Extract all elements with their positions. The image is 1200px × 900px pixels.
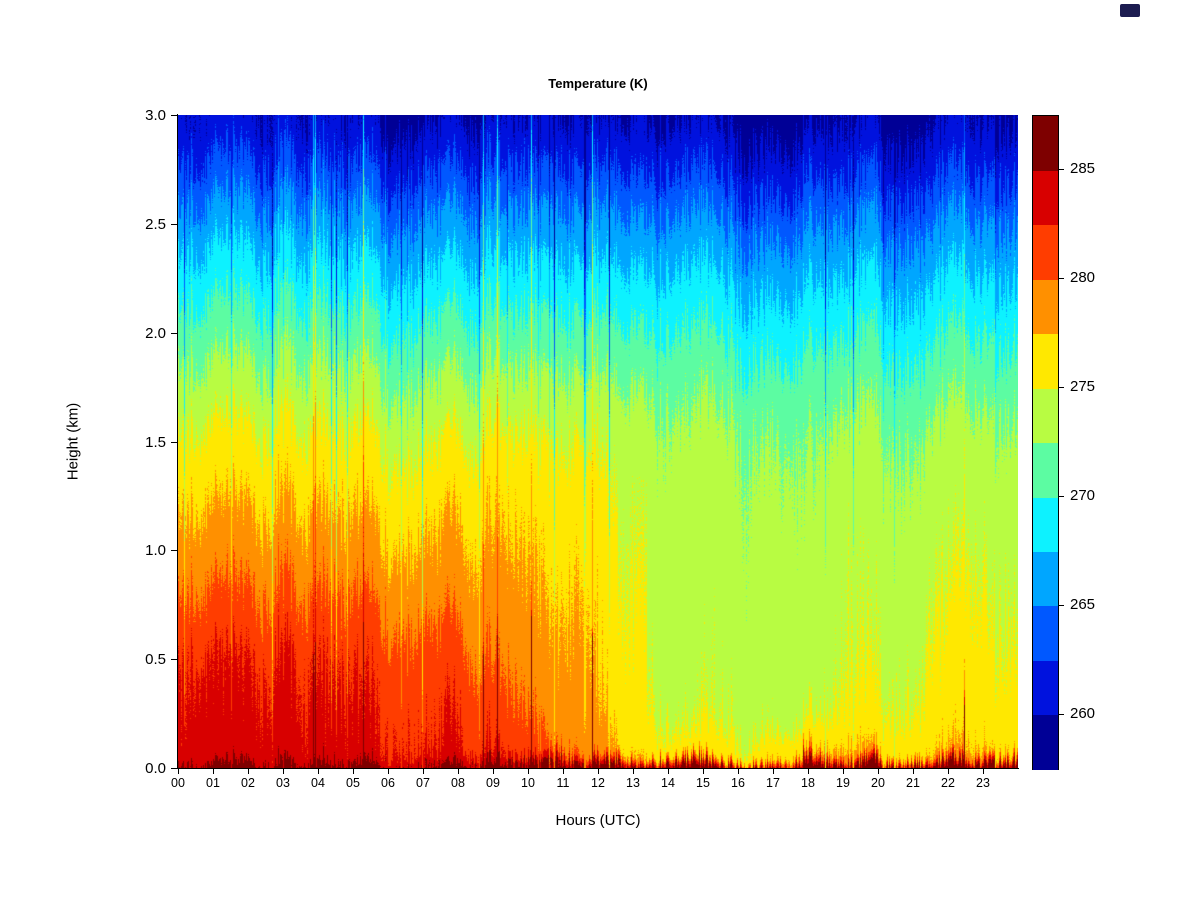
x-tick-mark [563, 769, 564, 774]
y-tick-mark [171, 768, 177, 769]
y-tick-label: 2.5 [145, 215, 166, 233]
colorbar-segment [1033, 605, 1058, 661]
x-tick-mark [878, 769, 879, 774]
y-tick-label: 1.0 [145, 542, 166, 560]
colorbar [1032, 115, 1059, 770]
x-tick-label: 10 [521, 776, 535, 790]
colorbar-segment [1033, 170, 1058, 226]
colorbar-segment [1033, 660, 1058, 716]
colorbar-tick-mark [1059, 604, 1064, 606]
window-control-icon[interactable] [1120, 4, 1140, 17]
x-tick-label: 20 [871, 776, 885, 790]
x-tick-mark [808, 769, 809, 774]
x-tick-mark [318, 769, 319, 774]
heatmap-canvas [178, 115, 1018, 768]
x-tick-label: 11 [556, 776, 570, 790]
y-tick-label: 0.0 [145, 760, 166, 777]
y-tick-mark [171, 332, 177, 334]
colorbar-segment [1033, 496, 1058, 552]
x-tick-mark [983, 769, 984, 774]
y-tick-label: 2.0 [145, 324, 166, 342]
x-tick-mark [248, 769, 249, 774]
colorbar-tick-mark [1059, 713, 1064, 715]
colorbar-tick-mark [1059, 169, 1064, 171]
y-tick-label: 1.5 [145, 433, 166, 451]
x-tick-label: 13 [626, 776, 640, 790]
y-tick-mark [171, 115, 177, 116]
x-tick-label: 18 [801, 776, 815, 790]
x-tick-mark [283, 769, 284, 774]
plot-frame [177, 114, 1019, 769]
x-tick-label: 01 [206, 776, 220, 790]
y-axis-label-wrap: Height (km) [56, 115, 90, 768]
x-tick-mark [913, 769, 914, 774]
x-tick-mark [493, 769, 494, 774]
x-tick-label: 03 [276, 776, 290, 790]
colorbar-segment [1033, 333, 1058, 389]
x-tick-mark [633, 769, 634, 774]
y-tick-label: 3.0 [145, 107, 166, 124]
x-tick-label: 00 [171, 776, 185, 790]
x-tick-label: 22 [941, 776, 955, 790]
x-tick-label: 21 [906, 776, 920, 790]
colorbar-segment [1033, 551, 1058, 607]
x-tick-mark [178, 769, 179, 774]
y-tick-label: 0.5 [145, 651, 166, 669]
x-tick-label: 15 [696, 776, 710, 790]
x-tick-label: 17 [766, 776, 780, 790]
x-tick-label: 06 [381, 776, 395, 790]
x-tick-label: 16 [731, 776, 745, 790]
x-tick-label: 02 [241, 776, 255, 790]
x-tick-mark [773, 769, 774, 774]
x-tick-label: 19 [836, 776, 850, 790]
x-tick-mark [388, 769, 389, 774]
y-tick-mark [171, 223, 177, 225]
x-tick-label: 09 [486, 776, 500, 790]
colorbar-tick-mark [1059, 495, 1064, 497]
colorbar-tick-label: 260 [1070, 704, 1096, 722]
colorbar-tick-label: 285 [1070, 160, 1096, 178]
colorbar-segment [1033, 279, 1058, 335]
x-tick-mark [703, 769, 704, 774]
x-tick-label: 14 [661, 776, 675, 790]
colorbar-segment [1033, 116, 1058, 172]
x-tick-label: 08 [451, 776, 465, 790]
x-tick-mark [458, 769, 459, 774]
x-tick-label: 05 [346, 776, 360, 790]
x-tick-label: 12 [591, 776, 605, 790]
colorbar-tick-mark [1059, 387, 1064, 389]
colorbar-segment [1033, 442, 1058, 498]
colorbar-segment [1033, 388, 1058, 444]
x-tick-mark [598, 769, 599, 774]
x-tick-label: 07 [416, 776, 430, 790]
x-tick-mark [843, 769, 844, 774]
colorbar-segment [1033, 224, 1058, 280]
x-tick-mark [948, 769, 949, 774]
y-tick-mark [171, 659, 177, 661]
colorbar-tick-label: 265 [1070, 595, 1096, 613]
y-tick-mark [171, 550, 177, 552]
y-tick-mark [171, 441, 177, 443]
y-axis-label: Height (km) [64, 402, 82, 481]
colorbar-tick-label: 280 [1070, 269, 1096, 287]
x-tick-mark [423, 769, 424, 774]
colorbar-tick-label: 270 [1070, 486, 1096, 504]
x-axis-label: Hours (UTC) [555, 812, 641, 829]
colorbar-tick-mark [1059, 278, 1064, 280]
x-tick-mark [528, 769, 529, 774]
chart-title: Temperature (K) [548, 76, 648, 91]
x-tick-mark [738, 769, 739, 774]
x-tick-mark [213, 769, 214, 774]
x-tick-label: 04 [311, 776, 325, 790]
colorbar-tick-label: 275 [1070, 378, 1096, 396]
x-tick-mark [668, 769, 669, 774]
colorbar-segment [1033, 714, 1058, 770]
x-tick-label: 23 [976, 776, 990, 790]
x-tick-mark [353, 769, 354, 774]
